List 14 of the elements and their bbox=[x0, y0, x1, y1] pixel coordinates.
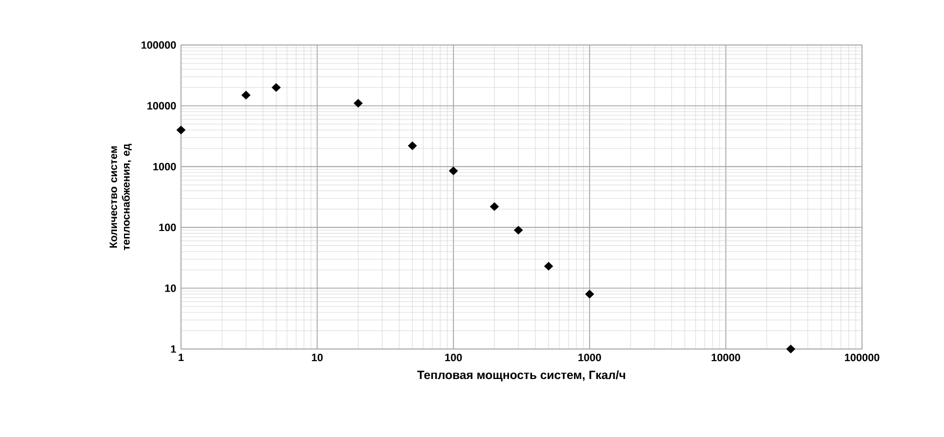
x-tick-label: 1 bbox=[178, 354, 184, 362]
x-tick-label: 10000 bbox=[712, 354, 740, 362]
y-tick-label: 100 bbox=[159, 224, 176, 232]
y-tick-label: 10 bbox=[165, 284, 176, 292]
y-tick-label: 10000 bbox=[147, 102, 176, 110]
y-tick-label: 1 bbox=[171, 345, 176, 353]
y-tick-label: 1000 bbox=[153, 162, 176, 170]
x-axis-title: Тепловая мощность систем, Гкал/ч bbox=[417, 370, 626, 382]
x-tick-label: 100 bbox=[445, 354, 462, 362]
y-tick-label: 100000 bbox=[142, 41, 176, 49]
x-tick-label: 10 bbox=[312, 354, 323, 362]
x-tick-label: 1000 bbox=[578, 354, 601, 362]
y-axis-title: Количество систем теплоснабжения, ед bbox=[110, 144, 132, 250]
x-tick-label: 100000 bbox=[844, 354, 880, 362]
